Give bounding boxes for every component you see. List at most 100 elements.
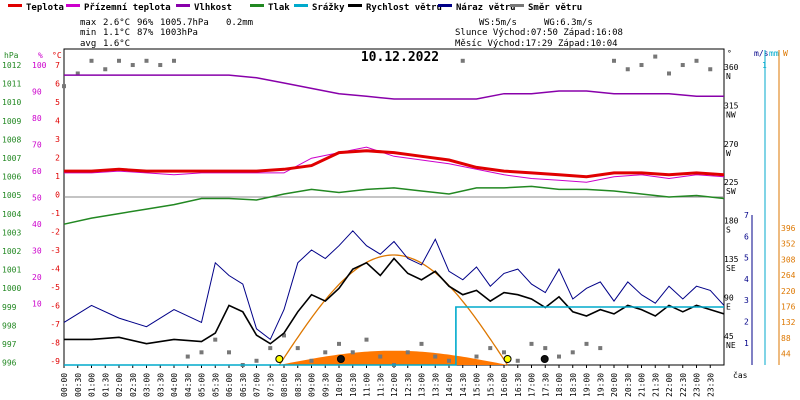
- wind-direction-point: [350, 350, 355, 355]
- solar-axis: 396 352 308 264 220 176 132 88 44: [781, 224, 796, 359]
- temp-tick: 1: [55, 172, 60, 181]
- time-tick-label: 12:30: [404, 373, 413, 397]
- wind-direction-point: [529, 341, 534, 346]
- percent-unit: %: [38, 51, 43, 60]
- percent-tick: 80: [32, 114, 42, 123]
- hpa-tick: 998: [2, 321, 17, 330]
- max-label: max: [80, 18, 97, 28]
- wind-direction-point: [172, 58, 176, 63]
- time-tick-label: 02:30: [129, 373, 138, 397]
- time-tick-label: 21:00: [638, 373, 647, 397]
- wind-direction-point: [62, 84, 66, 89]
- time-tick-label: 11:00: [363, 373, 372, 397]
- time-tick-label: 01:30: [101, 373, 110, 397]
- time-tick-label: 04:00: [170, 373, 179, 397]
- wind-direction-point: [515, 358, 520, 363]
- wind-direction-point: [89, 58, 94, 63]
- temp-tick: 6: [55, 80, 60, 89]
- legend-label: Tlak: [268, 3, 290, 13]
- time-tick-label: 09:00: [308, 373, 317, 397]
- time-tick-label: 05:00: [198, 373, 207, 397]
- wind-direction-point: [364, 337, 369, 342]
- wind-direction-point: [268, 346, 273, 351]
- hpa-tick: 1009: [2, 117, 21, 126]
- wind-direction-point: [680, 63, 685, 68]
- statistics: max 2.6°C 96% 1005.7hPa 0.2mm min 1.1°C …: [80, 18, 623, 49]
- time-tick-label: 15:00: [473, 373, 482, 397]
- time-tick-label: 19:00: [583, 373, 592, 397]
- min-label: min: [80, 28, 96, 38]
- hpa-tick: 997: [2, 340, 17, 349]
- time-tick-label: 21:30: [651, 373, 660, 397]
- max-pressure: 1005.7hPa: [160, 18, 209, 28]
- temp-tick: 2: [55, 154, 60, 163]
- legend-label: Rychlost větru: [366, 2, 442, 13]
- solar-tick: 132: [781, 318, 796, 327]
- time-tick-label: 11:30: [376, 373, 385, 397]
- legend-label: Vlhkost: [194, 3, 232, 13]
- time-tick-label: 22:30: [679, 373, 688, 397]
- legend-label: Náraz větru: [456, 2, 516, 13]
- temp-tick: -2: [50, 228, 60, 237]
- wind-direction-point: [213, 337, 218, 342]
- time-tick-label: 19:30: [596, 373, 605, 397]
- wind-direction-point: [323, 350, 328, 355]
- wind-direction-point: [667, 71, 671, 76]
- temp-tick: 3: [55, 135, 60, 144]
- wind-direction-point: [337, 341, 341, 346]
- hpa-tick: 1005: [2, 191, 21, 200]
- direction-compass-tick: SE: [726, 264, 736, 273]
- percent-tick: 50: [32, 194, 42, 203]
- wind-direction-point: [405, 350, 410, 355]
- hpa-tick: 996: [2, 359, 17, 368]
- wind-direction-point: [557, 354, 561, 359]
- direction-compass-tick: NE: [726, 341, 736, 350]
- legend-swatch: [348, 4, 362, 7]
- percent-tick: 60: [32, 167, 42, 176]
- legend-swatch: [8, 4, 22, 7]
- wind-direction-point: [158, 63, 163, 68]
- hpa-tick: 1010: [2, 98, 21, 107]
- legend-label: Směr větru: [528, 2, 582, 13]
- pressure-axis: 1012 1011 1010 1009 1008 1007 1006 1005 1004 1003…: [2, 61, 21, 368]
- wind-speed-tick: 7: [744, 211, 749, 220]
- hpa-tick: 1004: [2, 210, 21, 219]
- percent-tick: 10: [32, 300, 42, 309]
- time-tick-label: 00:00: [60, 373, 69, 397]
- wind-direction-point: [185, 354, 190, 359]
- wind-direction-point: [199, 350, 204, 355]
- solar-tick: 220: [781, 287, 796, 296]
- hpa-tick: 1000: [2, 284, 21, 293]
- time-tick-label: 03:00: [143, 373, 152, 397]
- time-tick-label: 10:00: [335, 373, 344, 397]
- min-pressure: 1003hPa: [160, 28, 198, 38]
- temp-tick: -9: [50, 357, 60, 366]
- wind-speed-line: [64, 257, 725, 345]
- direction-degree-tick: 225: [724, 178, 739, 187]
- temp-tick: 5: [55, 98, 60, 107]
- chart-title: 10.12.2022: [361, 50, 439, 65]
- chart-marks: [62, 54, 725, 367]
- time-tick-label: 23:30: [706, 373, 715, 397]
- solar-tick: 352: [781, 240, 796, 249]
- hpa-tick: 1012: [2, 61, 21, 70]
- temp-tick: -5: [50, 283, 60, 292]
- avg-label: avg: [80, 39, 96, 49]
- x-axis-unit: čas: [733, 370, 748, 380]
- mm-unit: mm: [769, 49, 779, 58]
- sunset-marker: [503, 355, 512, 363]
- direction-compass-tick: SW: [726, 187, 736, 196]
- moonrise-marker: [540, 355, 549, 363]
- time-tick-label: 02:00: [115, 373, 124, 397]
- time-tick-label: 23:00: [693, 373, 702, 397]
- hpa-tick: 1001: [2, 266, 21, 275]
- hpa-tick: 1008: [2, 135, 21, 144]
- direction-compass-tick: W: [726, 149, 731, 158]
- time-tick-label: 06:00: [225, 373, 234, 397]
- time-axis: 00:00 00:30 01:00 01:30 02:00 02:30 03:00 03:30…: [60, 365, 715, 397]
- wind-direction-point: [502, 350, 506, 355]
- legend-swatch: [294, 4, 308, 7]
- percent-tick: 70: [32, 141, 42, 150]
- time-tick-label: 22:00: [665, 373, 674, 397]
